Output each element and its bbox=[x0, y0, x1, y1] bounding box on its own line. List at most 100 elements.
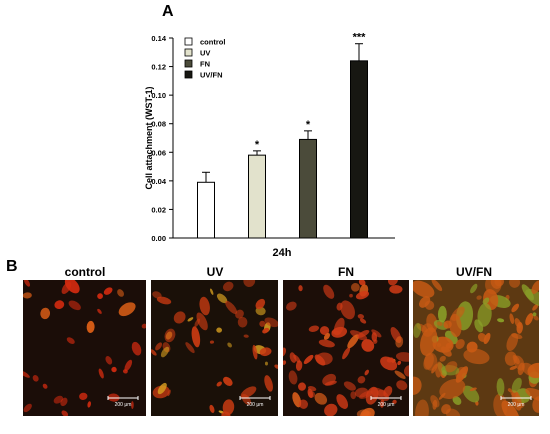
cell bbox=[283, 347, 287, 357]
cell bbox=[97, 293, 103, 299]
cell bbox=[533, 315, 539, 321]
cell bbox=[23, 370, 30, 378]
cell bbox=[259, 347, 272, 357]
cell bbox=[105, 355, 113, 365]
cell bbox=[40, 307, 51, 320]
cell bbox=[152, 291, 162, 299]
y-tick-label: 0.00 bbox=[151, 234, 166, 243]
micrograph-label-control: control bbox=[64, 265, 106, 279]
cell bbox=[167, 389, 171, 397]
cell bbox=[350, 282, 360, 292]
cell bbox=[532, 312, 537, 317]
cell bbox=[511, 377, 522, 393]
cell bbox=[227, 342, 232, 348]
cell bbox=[331, 326, 348, 338]
cell bbox=[455, 339, 465, 350]
panel-a-letter: A bbox=[162, 3, 174, 20]
cell bbox=[160, 346, 170, 358]
scale-bar-label: 200 μm bbox=[247, 402, 264, 408]
cell bbox=[365, 386, 379, 405]
cell bbox=[295, 360, 303, 371]
cell bbox=[68, 300, 81, 311]
cell bbox=[349, 293, 353, 298]
cell bbox=[452, 396, 462, 405]
cell bbox=[60, 397, 68, 407]
bar-chart: 0.00 0.02 0.04 0.06 0.08 0.10 0.12 0.14 Cell att… bbox=[144, 32, 395, 259]
cell bbox=[264, 317, 278, 328]
cell bbox=[157, 382, 167, 395]
cell bbox=[514, 318, 522, 329]
cell bbox=[262, 327, 270, 334]
cell bbox=[477, 303, 492, 327]
legend-label-uv: UV bbox=[200, 49, 210, 58]
cell bbox=[413, 280, 435, 298]
panel-b-letter: B bbox=[6, 258, 18, 275]
cell bbox=[364, 369, 369, 376]
y-tick-label: 0.02 bbox=[151, 205, 166, 214]
cell bbox=[359, 318, 367, 324]
cell bbox=[264, 375, 273, 392]
cell bbox=[185, 342, 195, 354]
cell bbox=[371, 329, 382, 338]
scale-bar-label: 200 μm bbox=[378, 402, 395, 408]
cell bbox=[439, 378, 466, 399]
cell bbox=[318, 339, 335, 348]
cell bbox=[397, 360, 402, 366]
cell bbox=[424, 352, 438, 371]
cell bbox=[196, 312, 208, 331]
cell bbox=[173, 311, 186, 324]
cell bbox=[497, 318, 505, 323]
cell bbox=[314, 392, 328, 405]
micrograph-uv: 200 μm bbox=[151, 280, 278, 416]
cell bbox=[298, 382, 306, 391]
cell bbox=[437, 305, 447, 323]
cell bbox=[532, 395, 539, 413]
cell bbox=[383, 386, 393, 398]
cell bbox=[314, 354, 326, 366]
cell bbox=[435, 361, 443, 378]
cell bbox=[156, 296, 172, 305]
cell bbox=[209, 340, 215, 344]
cell bbox=[350, 391, 357, 400]
micrograph-label-fn: FN bbox=[338, 265, 354, 279]
cell bbox=[237, 316, 248, 328]
cell bbox=[342, 347, 351, 360]
legend-swatch-uv bbox=[184, 48, 193, 57]
cell bbox=[441, 404, 451, 415]
cell bbox=[415, 399, 429, 416]
cell bbox=[355, 291, 370, 300]
cell bbox=[445, 361, 458, 373]
cell bbox=[357, 314, 365, 319]
cell bbox=[194, 318, 201, 327]
cell bbox=[477, 332, 487, 342]
bar-fn bbox=[299, 138, 317, 239]
bar-control bbox=[197, 181, 215, 239]
cell bbox=[61, 281, 72, 295]
cell bbox=[87, 401, 91, 408]
cell bbox=[54, 300, 65, 310]
cell bbox=[387, 280, 398, 286]
cell bbox=[476, 295, 482, 300]
cell bbox=[222, 399, 235, 415]
cell bbox=[343, 381, 356, 391]
cell bbox=[97, 308, 102, 314]
cell bbox=[122, 369, 128, 374]
x-axis-label: 24h bbox=[273, 247, 292, 259]
cell bbox=[469, 387, 477, 392]
cell bbox=[436, 342, 442, 348]
cell bbox=[340, 300, 355, 320]
cell bbox=[371, 332, 378, 342]
cell bbox=[131, 341, 142, 356]
legend-swatch-fn bbox=[184, 59, 193, 68]
cell bbox=[293, 354, 301, 363]
cell bbox=[527, 362, 539, 379]
cell bbox=[308, 325, 320, 332]
cell bbox=[431, 280, 443, 292]
cell bbox=[395, 336, 404, 348]
cell bbox=[216, 293, 228, 304]
cell bbox=[496, 378, 505, 397]
cell bbox=[455, 366, 469, 383]
cell bbox=[216, 327, 223, 333]
cell bbox=[86, 320, 95, 333]
scale-bar-label: 200 μm bbox=[508, 402, 525, 408]
